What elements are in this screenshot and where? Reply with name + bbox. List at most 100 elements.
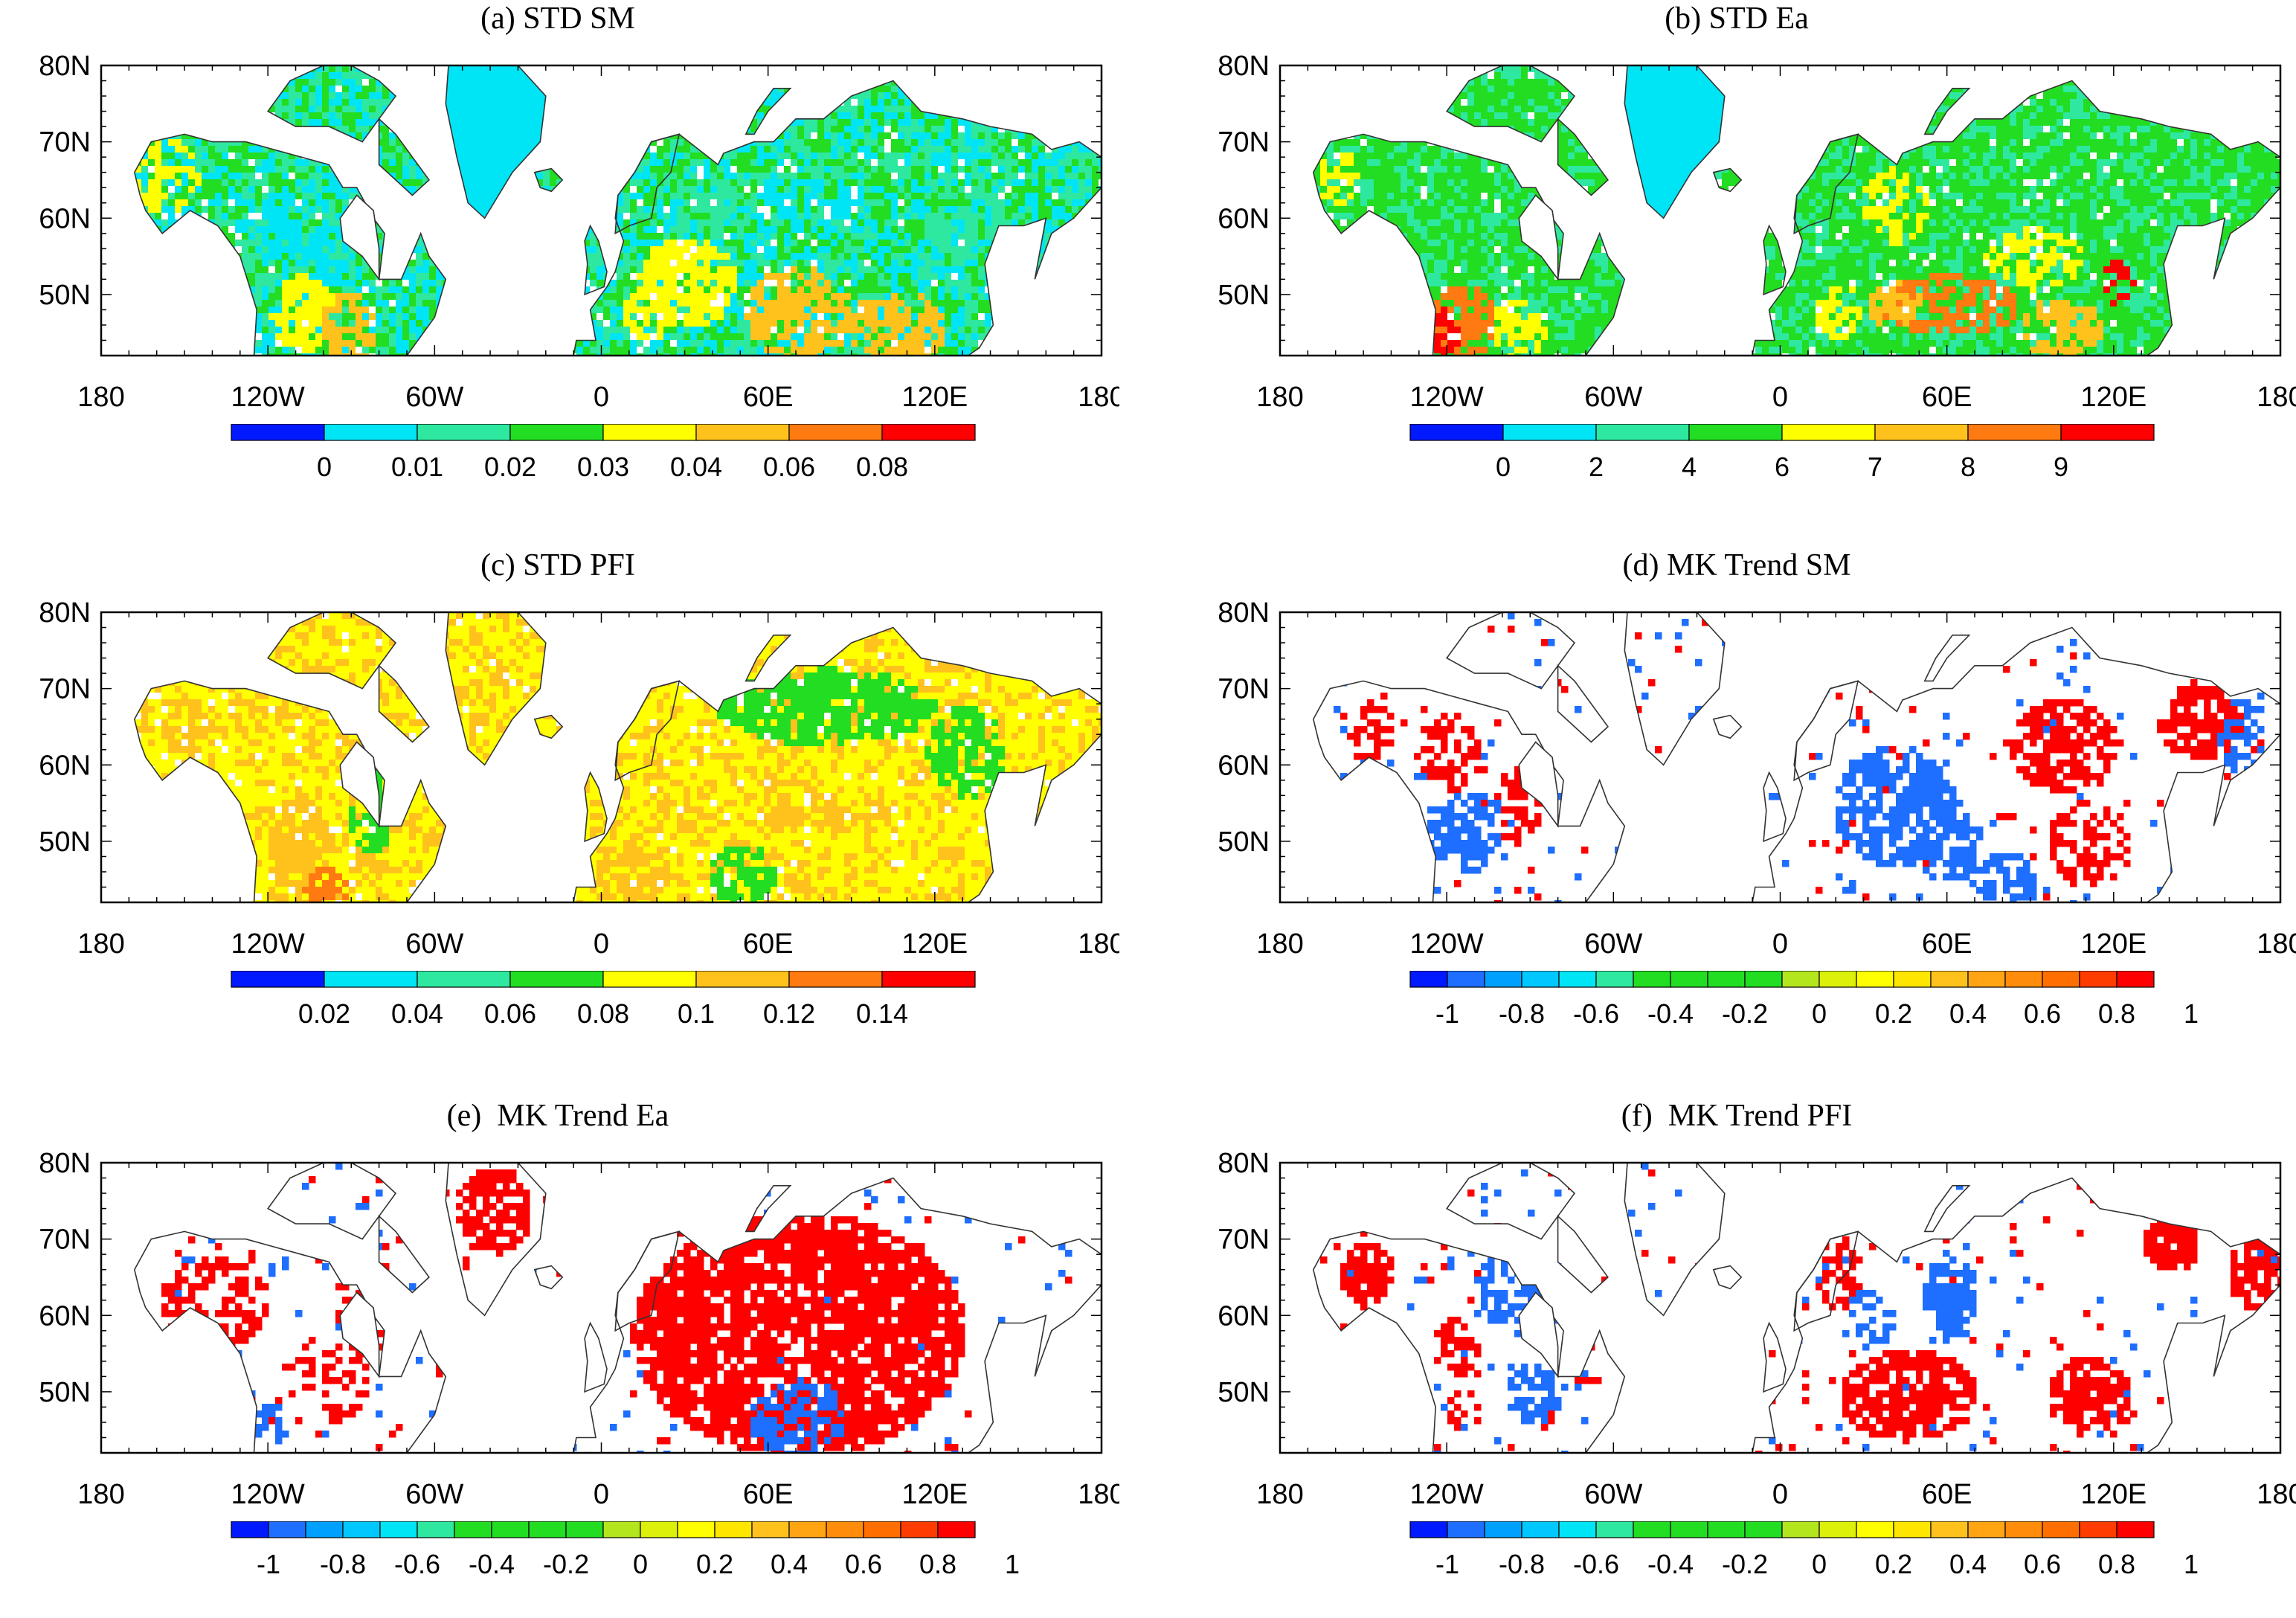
colorbar-box xyxy=(1447,1521,1485,1538)
panel-title: (b) STD Ea xyxy=(1179,0,2295,37)
colorbar-box xyxy=(1670,971,1708,987)
colorbar-box xyxy=(1596,971,1633,987)
colorbar-label: -0.6 xyxy=(394,1549,440,1579)
colorbar-box xyxy=(1968,971,2005,987)
colorbar-box xyxy=(1522,1521,1559,1538)
lon-label: 60E xyxy=(743,1479,794,1505)
lat-label: 70N xyxy=(39,127,91,158)
lon-label: 120E xyxy=(901,1479,968,1505)
lat-label: 80N xyxy=(39,1148,91,1179)
colorbar-label: 0.02 xyxy=(484,452,536,482)
lon-label: 120E xyxy=(901,928,968,954)
colorbar-label: 0 xyxy=(633,1549,648,1579)
data-field xyxy=(101,65,1106,361)
lat-label: 70N xyxy=(39,1224,91,1256)
colorbar-box xyxy=(1968,424,2061,440)
colorbar-label: -1 xyxy=(1435,1549,1459,1579)
colorbar-box xyxy=(1447,971,1485,987)
colorbar-box xyxy=(715,1521,752,1538)
lon-label: 60W xyxy=(405,382,463,408)
colorbar-box xyxy=(1931,1521,1968,1538)
lat-label: 60N xyxy=(39,203,91,234)
colorbar-box xyxy=(1745,971,1782,987)
lat-label: 60N xyxy=(39,1300,91,1332)
greenland-ice xyxy=(1624,65,1725,218)
colorbar-box xyxy=(603,1521,640,1538)
colorbar-box xyxy=(1708,971,1745,987)
lon-label: 120W xyxy=(1410,1479,1484,1505)
lat-label: 70N xyxy=(1218,127,1270,158)
panel-title: (f) MK Trend PFI xyxy=(1179,1097,2295,1134)
colorbar-box xyxy=(901,1521,938,1538)
colorbar-label: 9 xyxy=(2054,452,2068,482)
colorbar-box xyxy=(1819,971,1856,987)
lon-label: 0 xyxy=(1772,382,1788,408)
data-field xyxy=(101,1163,1106,1458)
colorbar-box xyxy=(1522,971,1559,987)
colorbar-label: -0.2 xyxy=(543,1549,589,1579)
colorbar-box xyxy=(231,971,324,987)
lon-label: 60W xyxy=(405,1479,463,1505)
figure: { "figure": { "panels": [ { "id": "a", "… xyxy=(0,0,2296,1585)
colorbar-box xyxy=(696,971,789,987)
colorbar-box xyxy=(1875,424,1968,440)
lon-label: 180 xyxy=(2257,382,2296,408)
colorbar-label: 0.04 xyxy=(670,452,722,482)
colorbar-box xyxy=(1559,1521,1596,1538)
lat-label: 80N xyxy=(1218,597,1270,629)
colorbar-box xyxy=(324,424,417,440)
colorbar-label: 0.06 xyxy=(763,452,815,482)
colorbar-label: 0 xyxy=(1812,998,1827,1029)
colorbar-label: 0.2 xyxy=(1875,1549,1912,1579)
colorbar-box xyxy=(1503,424,1596,440)
colorbar-label: 1 xyxy=(2184,998,2199,1029)
colorbar-box xyxy=(343,1521,380,1538)
lon-label: 60E xyxy=(743,928,794,954)
colorbar-box xyxy=(1894,971,1931,987)
colorbar-box xyxy=(417,424,510,440)
data-field xyxy=(1280,612,2285,908)
data-field xyxy=(101,612,1106,908)
colorbar-box xyxy=(2042,1521,2080,1538)
colorbar-label: 4 xyxy=(1682,452,1697,482)
lon-label: 0 xyxy=(594,382,609,408)
colorbar-label: -0.4 xyxy=(1647,1549,1694,1579)
lat-label: 70N xyxy=(1218,1224,1270,1256)
panel-title: (d) MK Trend SM xyxy=(1179,547,2295,584)
colorbar-box xyxy=(2117,971,2154,987)
lon-label: 120E xyxy=(2080,928,2147,954)
colorbar-label: 0 xyxy=(317,452,332,482)
colorbar-label: -0.4 xyxy=(469,1549,515,1579)
colorbar-box xyxy=(2080,1521,2117,1538)
colorbar-box xyxy=(1485,971,1522,987)
colorbar-label: 0.08 xyxy=(577,998,629,1029)
colorbar-box xyxy=(1633,971,1670,987)
colorbar-box xyxy=(324,971,417,987)
data-field xyxy=(1280,65,2285,361)
colorbar-box xyxy=(882,971,975,987)
lon-label: 0 xyxy=(594,1479,609,1505)
colorbar-label: 2 xyxy=(1589,452,1604,482)
colorbar-box xyxy=(2005,971,2042,987)
colorbar-box xyxy=(1485,1521,1522,1538)
colorbar-box xyxy=(566,1521,603,1538)
lat-label: 70N xyxy=(39,674,91,705)
lon-label: 120W xyxy=(231,928,305,954)
lat-label: 60N xyxy=(39,750,91,781)
lat-label: 80N xyxy=(1218,1148,1270,1179)
colorbar-box xyxy=(752,1521,789,1538)
colorbar-box xyxy=(1633,1521,1670,1538)
colorbar-label: 0.04 xyxy=(391,998,443,1029)
colorbar-box xyxy=(1708,1521,1745,1538)
colorbar-box xyxy=(529,1521,566,1538)
lat-label: 60N xyxy=(1218,203,1270,234)
colorbar-box xyxy=(1596,424,1689,440)
lat-label: 50N xyxy=(39,1377,91,1408)
colorbar-label: -1 xyxy=(257,1549,280,1579)
colorbar-box xyxy=(231,424,324,440)
lat-label: 80N xyxy=(39,597,91,629)
